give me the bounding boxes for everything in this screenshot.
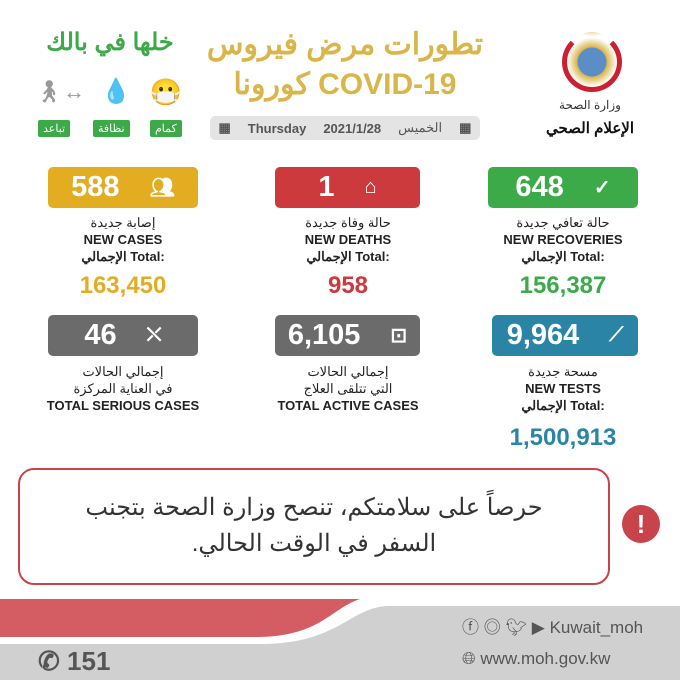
calendar-icon: ▦ (459, 120, 472, 135)
hotline: ✆ 151 (38, 646, 110, 676)
total-label: الإجمالي Total: (81, 249, 165, 264)
ministry-emblem (562, 32, 622, 92)
social-icons: ⓕ ◎ 🐦︎ ▶ (462, 618, 550, 637)
new-cases-value: 588 (71, 171, 120, 203)
test-tube-icon: ⟋ (609, 324, 624, 346)
department-name: الإعلام الصحي (545, 120, 634, 137)
tag-hygiene: نظافة (93, 120, 130, 137)
people-icon: 👥︎ (149, 177, 175, 199)
new-cases-label: إصابة جديدة NEW CASES الإجمالي Total: (28, 214, 218, 265)
label-en: NEW CASES (83, 232, 163, 247)
active-box: 6,105 ⊡ (275, 315, 420, 356)
new-recoveries-label: حالة تعافي جديدة NEW RECOVERIES الإجمالي T… (468, 214, 658, 265)
label-ar: إجمالي الحالات (82, 364, 164, 379)
label-en: TOTAL ACTIVE CASES (277, 398, 419, 413)
date-day-ar: الخميس (398, 120, 443, 135)
warning-line1: حرصاً على سلامتكم، تنصح وزارة الصحة بتجن… (85, 494, 543, 521)
hospital-bed-icon: ⛌ (146, 324, 162, 346)
exclamation-icon: ! (622, 505, 660, 543)
serious-label: إجمالي الحالات في العناية المركزة TOTAL SE… (28, 363, 218, 414)
label-en: NEW TESTS (525, 381, 601, 396)
footer-band (0, 594, 680, 680)
handwash-icon: 💧 (101, 78, 131, 105)
label-ar: حالة وفاة جديدة (305, 215, 391, 230)
new-deaths-box: 1 ⌂ (275, 167, 420, 208)
tag-mask: كمام (150, 120, 182, 137)
hotline-number: 151 (67, 646, 111, 676)
date-bar: ▦ Thursday 2021/1/28 الخميس ▦ (210, 116, 480, 140)
tests-label: مسحة جديدة NEW TESTS الإجمالي Total: (468, 363, 658, 414)
label-ar: مسحة جديدة (528, 364, 598, 379)
tests-box: 9,964 ⟋ (492, 315, 638, 356)
label-ar: إصابة جديدة (90, 215, 156, 230)
active-label: إجمالي الحالات التي تتلقى العلاج TOTAL ACT… (253, 363, 443, 414)
new-deaths-label: حالة وفاة جديدة NEW DEATHS الإجمالي Total: (253, 214, 443, 265)
new-cases-box: 588 👥︎ (48, 167, 198, 208)
label-ar: حالة تعافي جديدة (516, 215, 610, 230)
label-ar: إجمالي الحالات (307, 364, 389, 379)
distance-icon: 🚶︎↔ (35, 79, 85, 104)
website-url: www.moh.gov.kw (480, 649, 611, 668)
tag-distance: تباعد (38, 120, 71, 137)
label-ar: التي تتلقى العلاج (303, 381, 393, 396)
new-recoveries-value: 648 (515, 171, 564, 203)
date-day-en: Thursday (247, 120, 307, 136)
label-en: NEW DEATHS (304, 232, 392, 247)
warning-box: حرصاً على سلامتكم، تنصح وزارة الصحة بتجن… (18, 468, 610, 585)
tombstone-icon: ⌂ (364, 176, 377, 198)
new-deaths-total: 958 (327, 272, 369, 299)
new-cases-total: 163,450 (79, 272, 167, 299)
total-label: الإجمالي Total: (306, 249, 390, 264)
tests-total: 1,500,913 (509, 424, 617, 451)
social: ⓕ ◎ 🐦︎ ▶ Kuwait_moh (462, 617, 643, 639)
label-en: TOTAL SERIOUS CASES (46, 398, 200, 413)
globe-icon: 🌐︎ (462, 649, 481, 668)
active-value: 6,105 (287, 319, 361, 351)
title-line1: تطورات مرض فيروس (206, 28, 484, 61)
person-check-icon: ✓ (593, 177, 611, 199)
slogan: خلها في بالك (46, 29, 174, 56)
label-ar: في العناية المركزة (73, 381, 173, 396)
mask-icon: 😷 (149, 77, 183, 107)
total-label: الإجمالي Total: (521, 398, 605, 413)
website: 🌐︎ www.moh.gov.kw (462, 648, 610, 670)
warning-line2: السفر في الوقت الحالي. (191, 530, 437, 557)
new-deaths-value: 1 (318, 171, 335, 203)
new-recoveries-total: 156,387 (519, 272, 607, 299)
serious-box: 46 ⛌ (48, 315, 198, 356)
social-handle: Kuwait_moh (549, 618, 644, 637)
ministry-name: وزارة الصحة (559, 98, 621, 112)
calendar-icon: ▦ (218, 120, 231, 135)
total-label: الإجمالي Total: (521, 249, 605, 264)
phone-icon: ✆ (38, 646, 60, 676)
date: 2021/1/28 (323, 120, 382, 136)
title-line2: كورونا COVID-19 (233, 68, 457, 101)
serious-value: 46 (84, 319, 117, 351)
label-en: NEW RECOVERIES (503, 232, 623, 247)
new-recoveries-box: 648 ✓ (488, 167, 638, 208)
tests-value: 9,964 (506, 319, 580, 351)
medical-bag-icon: ⊡ (390, 325, 408, 347)
